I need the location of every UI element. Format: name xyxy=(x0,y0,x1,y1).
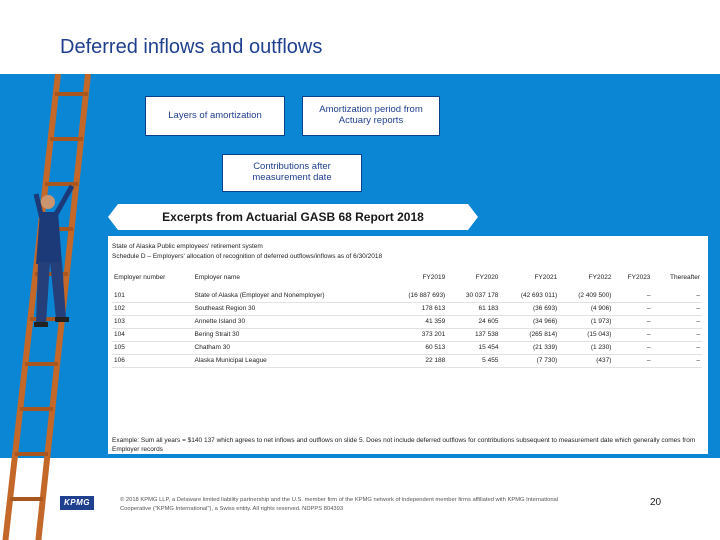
cell: Annette Island 30 xyxy=(192,315,388,329)
schedule-title: State of Alaska Public employees' retire… xyxy=(112,243,263,250)
cell: 22 188 xyxy=(387,354,448,368)
cell: 41 359 xyxy=(387,315,448,329)
contributions-box: Contributions after measurement date xyxy=(222,154,362,192)
report-banner: Excerpts from Actuarial GASB 68 Report 2… xyxy=(108,204,478,230)
cell: – xyxy=(652,315,702,329)
col-fy2023: FY2023 xyxy=(627,274,651,281)
cell: (1 973) xyxy=(559,315,614,329)
cell: 178 613 xyxy=(387,302,448,316)
cell: – xyxy=(652,302,702,316)
cell: Alaska Municipal League xyxy=(192,354,388,368)
col-fy2019: FY2019 xyxy=(422,274,446,281)
cell: – xyxy=(613,328,653,342)
cell: (42 693 011) xyxy=(500,289,560,303)
cell: 15 454 xyxy=(447,341,501,355)
schedule-table: Employer number Employer name FY2019 FY2… xyxy=(112,274,702,368)
cell: 60 513 xyxy=(387,341,448,355)
cell: – xyxy=(613,289,653,303)
slide-title: Deferred inflows and outflows xyxy=(60,36,323,58)
cell: – xyxy=(652,354,702,368)
cell: Southeast Region 30 xyxy=(192,302,388,316)
col-fy2020: FY2020 xyxy=(475,274,499,281)
col-fy2021: FY2021 xyxy=(534,274,558,281)
table-header-row: Employer number Employer name FY2019 FY2… xyxy=(112,274,702,289)
cell: (16 887 693) xyxy=(387,289,448,303)
kpmg-logo-icon: KPMG xyxy=(60,496,94,510)
table-row: 101 State of Alaska (Employer and Nonemp… xyxy=(112,289,702,303)
schedule-panel: State of Alaska Public employees' retire… xyxy=(108,236,708,454)
cell: State of Alaska (Employer and Nonemploye… xyxy=(192,289,388,303)
schedule-note: Example: Sum all years = $140 137 which … xyxy=(112,437,696,454)
cell: Chatham 30 xyxy=(192,341,388,355)
schedule-header: State of Alaska Public employees' retire… xyxy=(112,242,382,262)
cell: – xyxy=(652,328,702,342)
cell: 24 605 xyxy=(447,315,501,329)
cell: 106 xyxy=(112,354,193,368)
table-row: 104 Bering Strait 30 373 201 137 538 (26… xyxy=(112,328,702,342)
col-employer-name: Employer name xyxy=(194,274,241,281)
ladder-climber-icon xyxy=(2,74,91,540)
table-row: 105 Chatham 30 60 513 15 454 (21 339) (1… xyxy=(112,341,702,355)
cell: – xyxy=(613,341,653,355)
cell: 137 538 xyxy=(447,328,501,342)
amortization-period-box: Amortization period from Actuary reports xyxy=(302,96,440,136)
cell: (21 339) xyxy=(500,341,560,355)
cell: (34 966) xyxy=(500,315,560,329)
col-fy2022: FY2022 xyxy=(588,274,612,281)
cell: (2 409 500) xyxy=(559,289,614,303)
cell: 61 183 xyxy=(447,302,501,316)
cell: – xyxy=(652,341,702,355)
table-row: 106 Alaska Municipal League 22 188 5 455… xyxy=(112,354,702,368)
cell: (4 906) xyxy=(559,302,614,316)
cell: (265 814) xyxy=(500,328,560,342)
cell: 104 xyxy=(112,328,193,342)
cell: 103 xyxy=(112,315,193,329)
cell: (15 043) xyxy=(559,328,614,342)
table-row: 103 Annette Island 30 41 359 24 605 (34 … xyxy=(112,315,702,329)
cell: – xyxy=(652,289,702,303)
table-row: 102 Southeast Region 30 178 613 61 183 (… xyxy=(112,302,702,316)
cell: Bering Strait 30 xyxy=(192,328,388,342)
cell: (36 693) xyxy=(500,302,560,316)
cell: (7 730) xyxy=(500,354,560,368)
cell: 30 037 178 xyxy=(447,289,501,303)
cell: 105 xyxy=(112,341,193,355)
layers-of-amortization-box: Layers of amortization xyxy=(145,96,285,136)
col-thereafter: Thereafter xyxy=(670,274,700,281)
cell: 373 201 xyxy=(387,328,448,342)
cell: 5 455 xyxy=(447,354,501,368)
cell: 101 xyxy=(112,289,193,303)
cell: (1 230) xyxy=(559,341,614,355)
cell: 102 xyxy=(112,302,193,316)
cell: (437) xyxy=(559,354,614,368)
copyright-text: © 2018 KPMG LLP, a Delaware limited liab… xyxy=(120,497,559,513)
cell: – xyxy=(613,354,653,368)
cell: – xyxy=(613,315,653,329)
col-employer-number: Employer number xyxy=(114,274,166,281)
cell: – xyxy=(613,302,653,316)
page-number: 20 xyxy=(650,497,662,508)
schedule-subtitle: Schedule D – Employers' allocation of re… xyxy=(112,252,383,260)
